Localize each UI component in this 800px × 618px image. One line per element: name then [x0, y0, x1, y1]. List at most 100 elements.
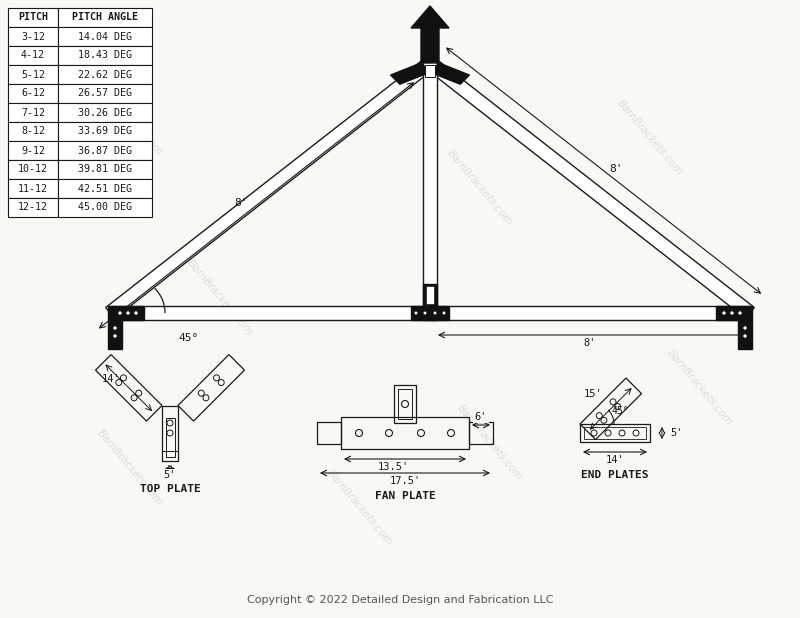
- Bar: [411, 306, 449, 320]
- Bar: [8, 179, 58, 198]
- Bar: [426, 286, 434, 304]
- Text: 42.51 DEG: 42.51 DEG: [78, 184, 132, 193]
- Bar: [8, 122, 58, 141]
- Bar: [166, 418, 174, 457]
- Bar: [162, 405, 178, 460]
- Bar: [58, 198, 152, 217]
- Circle shape: [433, 311, 437, 315]
- Bar: [58, 103, 152, 122]
- Bar: [584, 427, 646, 439]
- Text: 39.81 DEG: 39.81 DEG: [78, 164, 132, 174]
- Circle shape: [126, 311, 130, 315]
- Bar: [8, 198, 58, 217]
- Text: 6-12: 6-12: [21, 88, 45, 98]
- Text: 14.04 DEG: 14.04 DEG: [78, 32, 132, 41]
- Text: 26.57 DEG: 26.57 DEG: [78, 88, 132, 98]
- Bar: [580, 424, 650, 442]
- Text: PITCH ANGLE: PITCH ANGLE: [72, 12, 138, 22]
- Text: BarnBrackets.com: BarnBrackets.com: [446, 148, 514, 227]
- Text: BarnBrackets.com: BarnBrackets.com: [95, 428, 165, 508]
- Circle shape: [738, 311, 742, 315]
- Text: 8': 8': [609, 164, 622, 174]
- Polygon shape: [430, 63, 470, 84]
- Text: 15': 15': [583, 389, 602, 399]
- Circle shape: [742, 326, 747, 330]
- Text: 13.5': 13.5': [378, 462, 409, 472]
- Bar: [423, 284, 437, 306]
- Bar: [469, 422, 493, 444]
- Bar: [58, 122, 152, 141]
- Text: FAN PLATE: FAN PLATE: [374, 491, 435, 501]
- Bar: [738, 320, 752, 349]
- Bar: [8, 65, 58, 84]
- Text: 17.5': 17.5': [390, 476, 421, 486]
- Text: 45.00 DEG: 45.00 DEG: [78, 203, 132, 213]
- Circle shape: [118, 311, 122, 315]
- Text: 45°: 45°: [612, 406, 630, 416]
- Polygon shape: [390, 63, 430, 84]
- Bar: [58, 141, 152, 160]
- Bar: [162, 451, 178, 460]
- Bar: [58, 8, 152, 27]
- Bar: [398, 389, 412, 419]
- Bar: [425, 65, 435, 77]
- Circle shape: [423, 311, 427, 315]
- Bar: [8, 160, 58, 179]
- Text: BarnBrackets.com: BarnBrackets.com: [666, 349, 734, 428]
- Circle shape: [442, 311, 446, 315]
- Bar: [58, 65, 152, 84]
- Text: BarnBrackets.com: BarnBrackets.com: [455, 404, 525, 483]
- Bar: [341, 417, 469, 449]
- Bar: [58, 46, 152, 65]
- Text: TOP PLATE: TOP PLATE: [140, 485, 200, 494]
- Text: 30.26 DEG: 30.26 DEG: [78, 108, 132, 117]
- Bar: [8, 84, 58, 103]
- Bar: [58, 27, 152, 46]
- Text: 45°: 45°: [178, 333, 198, 343]
- Bar: [108, 320, 122, 349]
- Text: 3-12: 3-12: [21, 32, 45, 41]
- Text: END PLATES: END PLATES: [582, 470, 649, 480]
- Bar: [58, 84, 152, 103]
- Bar: [8, 46, 58, 65]
- Text: 8': 8': [584, 338, 596, 348]
- Text: BarnBrackets.com: BarnBrackets.com: [615, 98, 685, 178]
- Text: BarnBrackets.com: BarnBrackets.com: [186, 258, 254, 337]
- Text: 12-12: 12-12: [18, 203, 48, 213]
- Circle shape: [134, 311, 138, 315]
- Text: 5': 5': [164, 470, 176, 481]
- Text: 18.43 DEG: 18.43 DEG: [78, 51, 132, 61]
- Circle shape: [414, 311, 418, 315]
- Polygon shape: [106, 57, 434, 318]
- Text: 11-12: 11-12: [18, 184, 48, 193]
- Text: Copyright © 2022 Detailed Design and Fabrication LLC: Copyright © 2022 Detailed Design and Fab…: [246, 595, 554, 605]
- Polygon shape: [423, 33, 437, 320]
- Text: 9-12: 9-12: [21, 145, 45, 156]
- Text: 4-12: 4-12: [21, 51, 45, 61]
- Text: PITCH: PITCH: [18, 12, 48, 22]
- Circle shape: [113, 334, 118, 338]
- Text: 5': 5': [670, 428, 682, 438]
- Text: 36.87 DEG: 36.87 DEG: [78, 145, 132, 156]
- Text: 14': 14': [606, 455, 624, 465]
- Bar: [58, 160, 152, 179]
- Circle shape: [742, 334, 747, 338]
- Bar: [8, 103, 58, 122]
- Circle shape: [730, 311, 734, 315]
- Bar: [394, 385, 416, 423]
- Bar: [317, 422, 341, 444]
- Text: 14': 14': [102, 374, 120, 384]
- Text: BarnBrackets.com: BarnBrackets.com: [95, 78, 165, 158]
- Text: 5-12: 5-12: [21, 69, 45, 80]
- Bar: [8, 27, 58, 46]
- Text: 22.62 DEG: 22.62 DEG: [78, 69, 132, 80]
- Text: 33.69 DEG: 33.69 DEG: [78, 127, 132, 137]
- Bar: [8, 8, 58, 27]
- Circle shape: [722, 311, 726, 315]
- Bar: [8, 141, 58, 160]
- Polygon shape: [411, 6, 449, 63]
- Text: 8-12: 8-12: [21, 127, 45, 137]
- Text: 6': 6': [474, 412, 487, 422]
- Bar: [58, 179, 152, 198]
- Text: 8': 8': [234, 198, 248, 208]
